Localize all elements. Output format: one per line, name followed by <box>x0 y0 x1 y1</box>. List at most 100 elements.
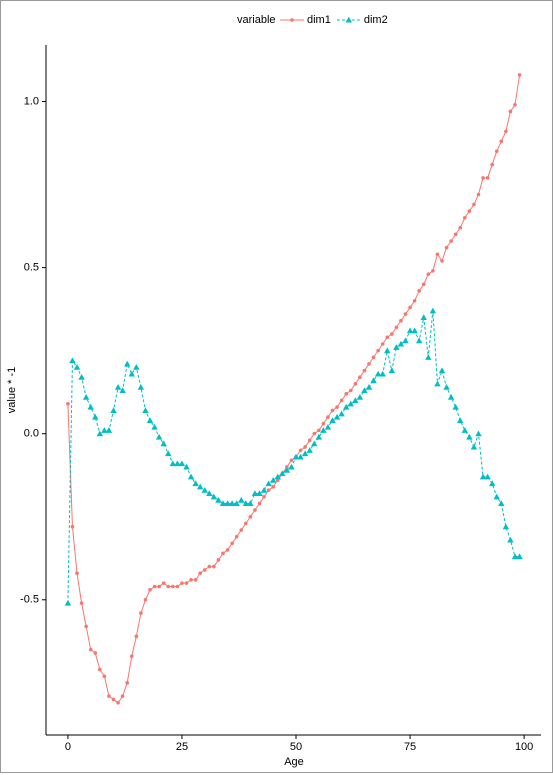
point <box>426 272 431 277</box>
point <box>494 149 499 154</box>
point <box>358 375 362 380</box>
point <box>476 192 481 197</box>
point <box>174 460 181 467</box>
point <box>365 383 373 390</box>
point <box>82 393 90 400</box>
point <box>234 534 239 539</box>
point <box>353 382 358 386</box>
point <box>274 473 281 480</box>
point <box>288 463 295 470</box>
point <box>298 448 303 453</box>
point <box>390 332 394 336</box>
y-axis-label: value * -1 <box>6 367 18 413</box>
point <box>148 588 152 592</box>
point <box>134 634 139 639</box>
point <box>425 354 432 360</box>
point <box>329 417 336 423</box>
point <box>137 383 145 390</box>
x-tick-label: 0 <box>65 741 71 753</box>
point <box>210 493 218 500</box>
point <box>251 490 259 497</box>
x-tick-label: 100 <box>515 741 533 753</box>
point <box>352 397 359 404</box>
point <box>120 694 125 698</box>
point <box>485 176 490 180</box>
point <box>253 508 257 512</box>
point <box>326 415 330 419</box>
point <box>306 447 313 453</box>
point <box>403 312 408 316</box>
point <box>297 453 304 460</box>
point <box>180 581 184 585</box>
point <box>160 440 167 447</box>
point <box>493 493 500 500</box>
y-tick-label: 0.5 <box>24 261 39 273</box>
point <box>283 467 291 473</box>
point <box>256 490 263 497</box>
point <box>421 282 426 286</box>
point <box>435 252 440 257</box>
point <box>207 564 212 569</box>
point <box>230 541 234 546</box>
point <box>379 370 386 377</box>
point <box>98 667 102 672</box>
point <box>408 305 412 310</box>
series-line <box>67 310 520 604</box>
point <box>87 403 94 410</box>
point <box>107 694 111 698</box>
point <box>466 433 473 440</box>
point <box>307 438 312 443</box>
point <box>376 348 380 353</box>
point <box>397 340 405 347</box>
y-tick-label: -0.5 <box>20 594 39 606</box>
point <box>228 500 236 507</box>
point <box>453 232 458 237</box>
y-tick-label: 0.0 <box>24 428 39 440</box>
point <box>129 654 134 659</box>
point <box>508 109 513 114</box>
point <box>438 367 446 374</box>
point <box>151 423 158 430</box>
point <box>371 355 376 360</box>
point <box>285 465 289 469</box>
point <box>402 337 409 344</box>
point <box>271 485 275 489</box>
point <box>128 370 135 377</box>
point <box>347 400 354 407</box>
point <box>333 413 341 420</box>
point <box>429 307 437 314</box>
point <box>517 73 522 77</box>
point <box>356 393 364 400</box>
legend-key-marker <box>345 16 353 23</box>
point <box>215 496 222 503</box>
point <box>301 450 309 457</box>
x-tick-label: 50 <box>290 741 302 753</box>
point <box>411 327 418 334</box>
legend-title: variable <box>237 14 276 26</box>
point <box>79 601 84 605</box>
point <box>88 647 93 652</box>
point <box>178 460 186 467</box>
point <box>385 335 390 340</box>
point <box>470 443 478 450</box>
point <box>461 427 469 433</box>
point <box>193 578 198 582</box>
point <box>490 162 494 167</box>
point <box>169 460 177 467</box>
point <box>197 483 204 490</box>
point <box>161 581 166 585</box>
point <box>502 523 510 530</box>
point <box>124 360 131 367</box>
point <box>393 344 400 350</box>
point <box>247 500 254 507</box>
point <box>165 450 172 457</box>
point <box>93 651 98 655</box>
point <box>198 571 203 576</box>
point <box>458 225 463 230</box>
point <box>257 501 262 506</box>
point <box>110 407 117 413</box>
point <box>361 387 368 394</box>
point <box>242 500 250 507</box>
x-axis-label: Age <box>284 756 304 768</box>
